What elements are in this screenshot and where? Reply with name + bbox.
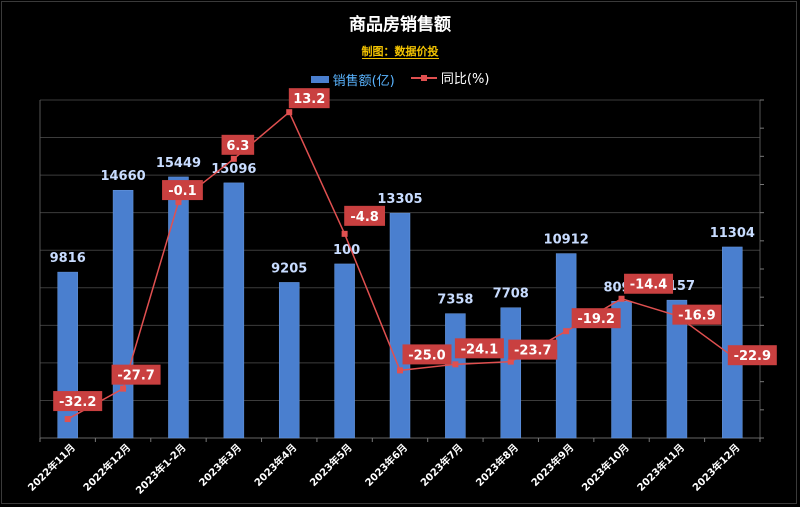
bar-value-label: 9816 (50, 251, 86, 266)
yoy-value-label: -23.7 (514, 344, 551, 359)
x-tick-label: 2023年9月 (528, 441, 576, 489)
yoy-label-box (727, 345, 777, 366)
bar-value-label: 10912 (544, 233, 589, 248)
bar (666, 299, 688, 439)
yoy-value-label: 13.2 (293, 92, 325, 107)
yoy-value-label: -32.2 (59, 395, 96, 410)
yoy-marker (286, 109, 293, 116)
bar-value-label: 7358 (437, 293, 473, 308)
yoy-value-label: -4.8 (350, 210, 378, 225)
yoy-marker (175, 199, 182, 206)
yoy-label-box (162, 180, 203, 201)
yoy-marker (64, 416, 71, 423)
x-tick-label: 2022年11月 (25, 441, 78, 494)
chart-subtitle: 制图：数据价投 (0, 43, 800, 59)
x-tick-label: 2023年11月 (634, 441, 687, 494)
bar (168, 176, 189, 439)
bar-value-label: 9205 (271, 261, 307, 276)
bar (278, 282, 300, 439)
legend-label-yoy: 同比(%) (440, 72, 490, 87)
bar (500, 307, 522, 439)
bar-value-label: 15096 (211, 162, 256, 177)
yoy-label-box (288, 88, 330, 109)
chart-subtitle-text: 制图：数据价投 (361, 45, 439, 59)
legend-label-sales: 销售额(亿) (332, 73, 395, 89)
yoy-label-box (454, 338, 504, 359)
yoy-label-box (221, 134, 255, 155)
yoy-value-label: -0.1 (168, 184, 196, 199)
bar (57, 271, 78, 439)
bar (389, 212, 411, 439)
x-tick-label: 2023年5月 (307, 441, 355, 489)
yoy-value-label: -22.9 (734, 349, 771, 364)
yoy-value-label: -14.4 (630, 278, 667, 293)
legend-item-yoy: 同比(%) (410, 68, 490, 87)
bar-value-label: 11304 (710, 226, 755, 241)
bar (334, 263, 355, 439)
x-tick-label: 2023年6月 (362, 441, 410, 489)
legend-item-sales: 销售额(亿) (310, 70, 395, 89)
bar-value-label: 13305 (377, 192, 422, 207)
bar (555, 253, 577, 439)
chart-title: 商品房销售额 (349, 15, 451, 35)
yoy-label-box (672, 304, 722, 325)
x-tick-label: 2022年12月 (80, 441, 133, 494)
yoy-marker (120, 385, 127, 392)
yoy-marker (341, 230, 348, 237)
x-tick-label: 2023年1-2月 (133, 441, 189, 497)
x-tick-label: 2023年12月 (690, 441, 743, 494)
bar-value-label: 7708 (493, 287, 529, 302)
yoy-marker (563, 328, 570, 335)
chart-legend: 销售额(亿) 同比(%) (0, 68, 800, 89)
yoy-label-box (53, 391, 103, 412)
yoy-label-box (571, 308, 621, 329)
yoy-label-box (344, 205, 386, 226)
yoy-label-box (402, 344, 452, 365)
yoy-value-label: 6.3 (226, 139, 249, 154)
yoy-marker (507, 358, 514, 365)
legend-line-swatch (410, 73, 437, 83)
bar-value-label: 100 (333, 243, 360, 258)
x-tick-label: 2023年8月 (473, 441, 521, 489)
yoy-label-box (508, 339, 558, 360)
bar-value-label: 14660 (100, 169, 145, 184)
yoy-marker (397, 367, 403, 374)
bar (445, 313, 466, 439)
yoy-label-box (111, 364, 161, 385)
yoy-label-box (624, 273, 674, 294)
yoy-marker (230, 155, 237, 162)
x-tick-label: 2023年7月 (418, 441, 466, 489)
bar-value-label: 15449 (156, 156, 201, 171)
yoy-value-label: -24.1 (461, 342, 498, 357)
x-tick-label: 2023年4月 (251, 441, 299, 489)
legend-bar-swatch (310, 75, 329, 83)
yoy-value-label: -27.7 (117, 369, 154, 384)
yoy-value-label: -25.0 (408, 348, 445, 363)
yoy-value-label: -19.2 (577, 312, 614, 327)
yoy-marker (452, 361, 459, 368)
bar (223, 182, 245, 439)
x-tick-label: 2023年10月 (579, 441, 632, 494)
bar (112, 189, 134, 439)
x-tick-label: 2023年3月 (196, 441, 244, 489)
yoy-value-label: -16.9 (678, 309, 715, 324)
bar (722, 246, 743, 439)
yoy-marker (618, 295, 625, 302)
